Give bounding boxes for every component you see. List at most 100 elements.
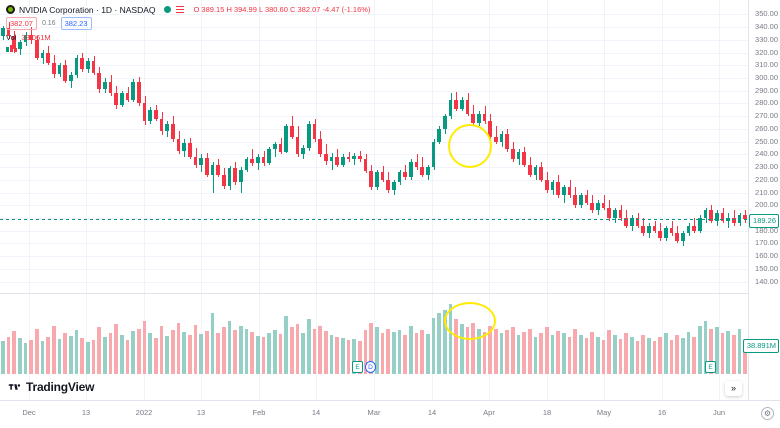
volume-bar — [216, 333, 220, 374]
candle-body — [108, 81, 113, 94]
candle-body — [607, 207, 611, 218]
volume-bar — [46, 337, 50, 374]
candle-body — [171, 123, 175, 140]
nvidia-logo-icon — [6, 5, 15, 14]
current-price-badge[interactable]: 189.26 — [749, 213, 779, 228]
candle-wick — [496, 126, 497, 145]
volume-bar — [698, 325, 702, 374]
candle-body — [431, 141, 436, 168]
gridline-vertical — [316, 0, 317, 400]
candle-body — [312, 123, 317, 140]
candle-body — [641, 225, 645, 234]
earnings-badge-1[interactable]: E — [352, 361, 363, 373]
dividend-badge-1[interactable]: D — [365, 361, 376, 373]
volume-bar — [579, 335, 583, 374]
volume-bar — [318, 326, 322, 374]
visibility-dot-icon[interactable] — [163, 6, 171, 13]
candle-body — [159, 118, 164, 132]
volume-legend-value: 33.061M — [21, 33, 51, 42]
gridline-vertical — [259, 0, 260, 400]
volume-bar — [386, 328, 390, 374]
candle-body — [239, 169, 243, 183]
highlight-circle-price[interactable] — [448, 124, 492, 168]
volume-bar — [460, 324, 464, 374]
volume-bar — [590, 331, 594, 374]
volume-bar — [477, 328, 481, 374]
quote-row: 382.07 0.16 382.23 — [6, 17, 370, 30]
legend-menu-icon[interactable] — [175, 6, 184, 13]
price-tick-label: 160.00 — [755, 251, 778, 261]
volume-bar — [148, 333, 152, 374]
volume-legend-row[interactable]: Vol 33.061M — [6, 32, 370, 43]
candle-body — [335, 156, 339, 165]
candle-body — [584, 195, 589, 203]
candle-wick — [326, 144, 327, 165]
volume-bar — [380, 333, 385, 374]
candle-body — [29, 34, 33, 40]
volume-bar — [409, 325, 413, 374]
candle-body — [80, 57, 84, 70]
candle-body — [261, 156, 266, 164]
chart-plot-area[interactable] — [0, 0, 748, 400]
ask-price[interactable]: 382.23 — [60, 17, 92, 30]
volume-bar — [205, 331, 209, 374]
time-tick-label: 14 — [427, 408, 437, 417]
volume-bar — [426, 334, 430, 374]
volume-bar — [227, 321, 232, 374]
earnings-badge-2[interactable]: E — [705, 361, 716, 373]
volume-bar — [567, 336, 572, 374]
volume-bar — [273, 330, 277, 374]
settings-gear-icon[interactable]: ⚙ — [761, 407, 774, 420]
volume-bar — [624, 333, 628, 374]
candle-body — [165, 123, 169, 132]
volume-bar — [176, 322, 181, 374]
volume-bar — [669, 339, 674, 374]
volume-bar — [23, 342, 28, 374]
volume-bar — [1, 341, 5, 374]
candle-body — [596, 202, 600, 211]
candle-body — [562, 187, 566, 196]
volume-bar — [607, 330, 611, 374]
volume-bar — [40, 340, 45, 374]
candle-wick — [604, 195, 605, 211]
candle-wick — [728, 212, 729, 229]
candle-body — [516, 151, 521, 160]
volume-bar — [18, 338, 22, 374]
candle-wick — [349, 151, 350, 162]
volume-bar — [29, 339, 33, 374]
volume-bar — [369, 322, 373, 374]
volume-bar — [533, 336, 538, 374]
candle-body — [494, 136, 498, 142]
volume-bar — [86, 342, 90, 374]
volume-bar — [210, 313, 215, 374]
price-axis[interactable]: 350.00 340.00 330.00 320.00 310.00 300.00 290.… — [742, 0, 780, 400]
time-axis[interactable]: ⚙ Dec 13 2022 13 Feb 14 Mar 14 Apr 18 May 16 Jun — [0, 400, 780, 428]
candle-body — [556, 182, 560, 196]
candle-body — [499, 134, 504, 142]
candle-body — [488, 121, 492, 137]
candle-body — [18, 42, 22, 49]
volume-bar — [329, 335, 334, 374]
candle-body — [216, 164, 220, 175]
price-tick-label: 140.00 — [755, 276, 778, 286]
highlight-circle-volume[interactable] — [444, 302, 496, 340]
bid-price[interactable]: 382.07 — [6, 17, 37, 30]
volume-bar — [137, 328, 141, 374]
candle-body — [420, 167, 424, 175]
scroll-to-realtime-button[interactable]: » — [725, 381, 742, 396]
volume-bar — [188, 335, 192, 374]
legend-action-icons[interactable] — [163, 6, 184, 13]
volume-bar — [375, 327, 379, 374]
volume-bar — [341, 338, 345, 374]
symbol-row[interactable]: NVIDIA Corporation · 1D · NASDAQ O 389.1… — [6, 4, 370, 15]
gridline-vertical — [374, 0, 375, 400]
candle-body — [97, 72, 101, 90]
candle-body — [522, 151, 526, 165]
volume-legend-label: Vol — [6, 33, 17, 42]
volume-bar — [74, 329, 79, 374]
current-volume-badge[interactable]: 38.891M — [742, 338, 779, 353]
candle-body — [511, 149, 515, 160]
symbol-title[interactable]: NVIDIA Corporation · 1D · NASDAQ — [19, 4, 156, 15]
candle-body — [664, 228, 668, 239]
